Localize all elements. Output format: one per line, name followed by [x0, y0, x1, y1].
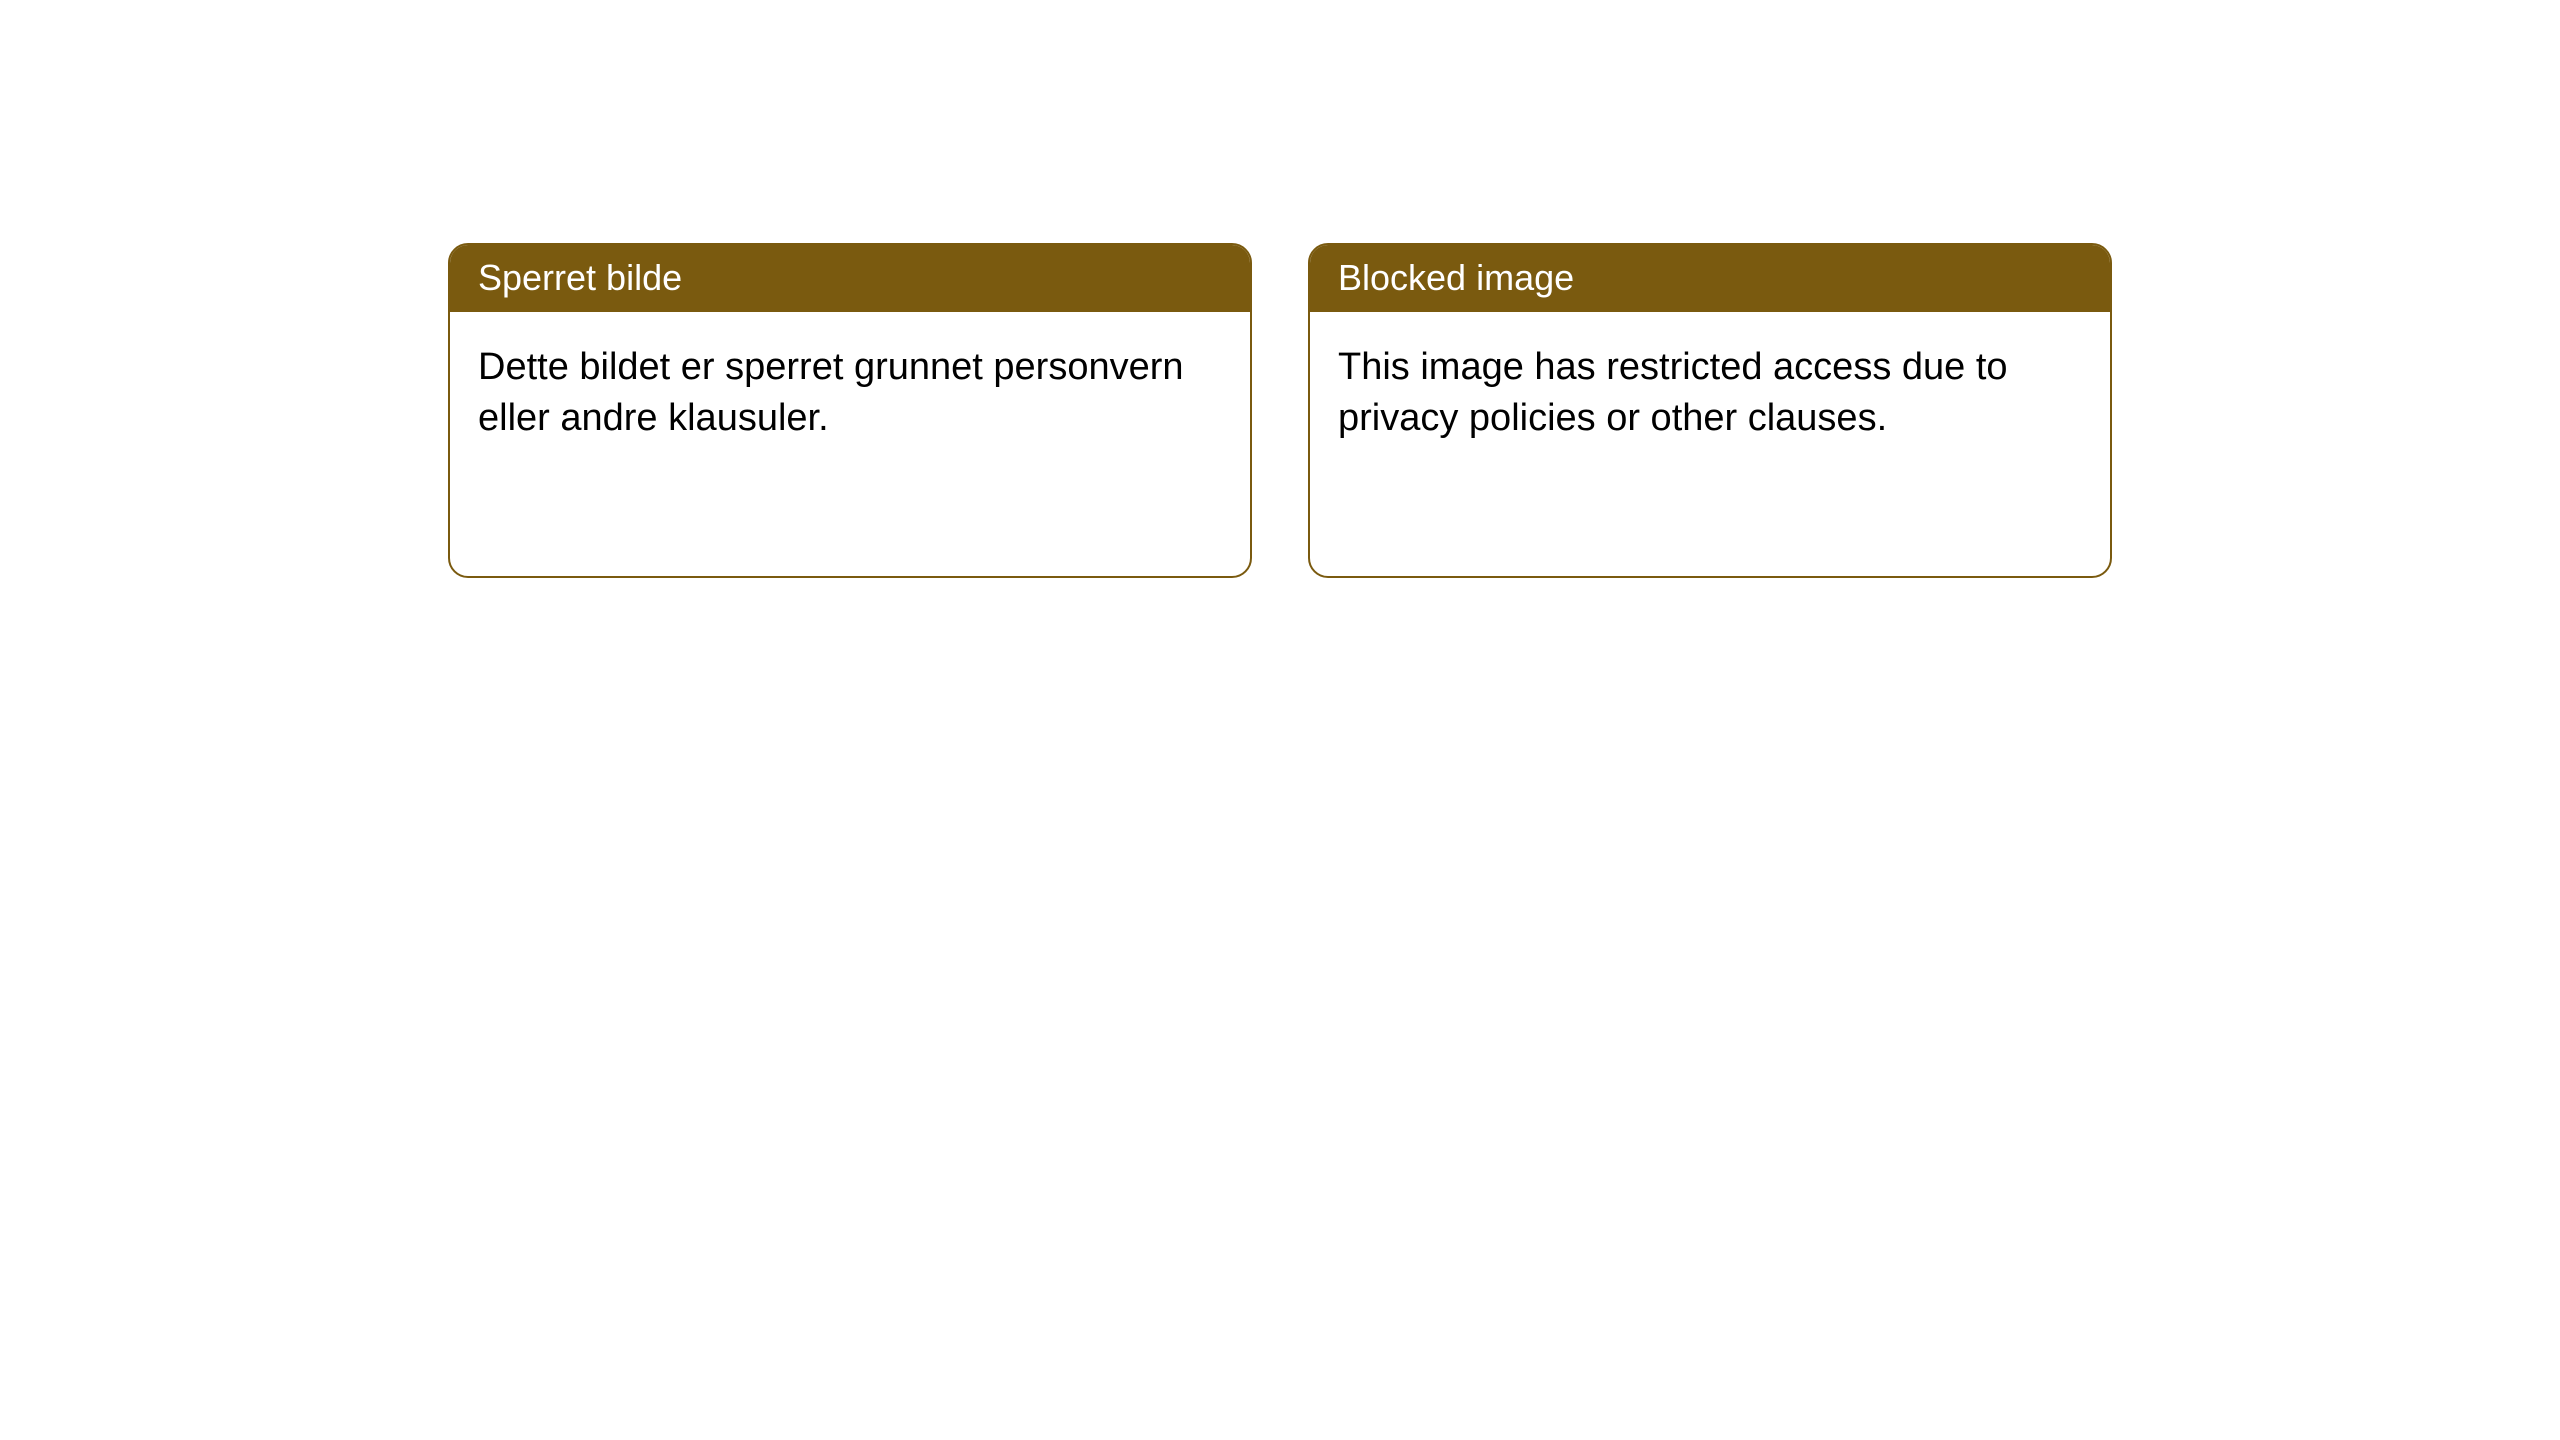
notice-body-en: This image has restricted access due to …: [1310, 312, 2110, 475]
notice-box-en: Blocked image This image has restricted …: [1308, 243, 2112, 578]
notice-title-en: Blocked image: [1310, 245, 2110, 312]
notice-container: Sperret bilde Dette bildet er sperret gr…: [0, 0, 2560, 578]
notice-title-no: Sperret bilde: [450, 245, 1250, 312]
notice-body-no: Dette bildet er sperret grunnet personve…: [450, 312, 1250, 475]
notice-box-no: Sperret bilde Dette bildet er sperret gr…: [448, 243, 1252, 578]
